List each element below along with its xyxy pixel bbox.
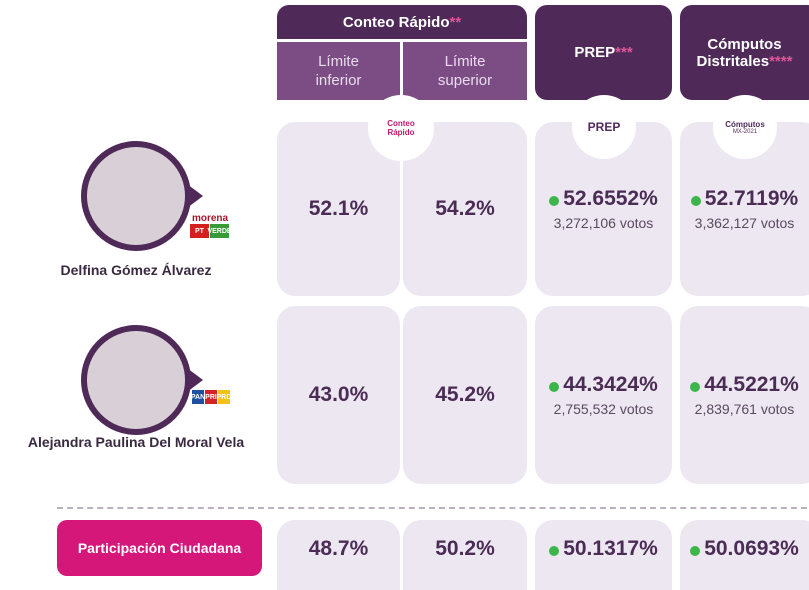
cell: 44.3424% 2,755,532 votos <box>535 306 672 484</box>
percent: 50.2% <box>435 537 495 561</box>
footnote-mark: **** <box>769 53 792 70</box>
percent: 50.1317% <box>563 537 658 560</box>
votes: 3,362,127 votos <box>695 215 795 231</box>
candidate-name: Alejandra Paulina Del Moral Vela <box>0 434 272 450</box>
party-text: PRI <box>205 394 217 401</box>
status-dot <box>690 382 700 392</box>
votes: 2,839,761 votos <box>695 401 795 417</box>
prep-header: PREP*** <box>535 5 672 100</box>
votes: 2,755,532 votos <box>554 401 654 417</box>
sub-header-text: Límite inferior <box>299 52 379 91</box>
cell: 50.2% <box>403 520 527 590</box>
name-text: Alejandra Paulina Del Moral Vela <box>28 434 244 450</box>
cell: 44.5221% 2,839,761 votos <box>680 306 809 484</box>
candidate-photo <box>81 141 191 251</box>
cell: 50.1317% <box>535 520 672 590</box>
percent: 52.6552% <box>563 187 658 210</box>
footnote-mark: ** <box>449 14 461 31</box>
header-title: PREP <box>574 44 615 61</box>
status-dot <box>690 546 700 556</box>
party-text: PT <box>195 228 204 235</box>
participation-label: Participación Ciudadana <box>57 520 262 576</box>
sub-header: Límite inferior <box>277 42 400 100</box>
header-title: Conteo Rápido <box>343 14 450 31</box>
status-dot <box>549 382 559 392</box>
status-dot <box>549 546 559 556</box>
status-dot <box>691 196 701 206</box>
party-logo: morena <box>190 212 230 224</box>
cell: 50.0693% <box>680 520 809 590</box>
sub-header: Límite superior <box>403 42 527 100</box>
party-text: morena <box>192 213 228 224</box>
sub-header-text: Límite superior <box>425 52 505 91</box>
logo-text: MX-2021 <box>733 129 757 135</box>
conteo-header: Conteo Rápido** <box>277 5 527 39</box>
logo-text: Conteo Rápido <box>381 119 421 137</box>
party-text: VERDE <box>207 228 231 235</box>
votes: 3,272,106 votos <box>554 215 654 231</box>
photo-pointer <box>187 368 203 392</box>
cell: 45.2% <box>403 306 527 484</box>
percent: 50.0693% <box>704 537 799 560</box>
percent: 48.7% <box>309 537 369 561</box>
percent: 52.1% <box>309 197 369 221</box>
party-logo: PRI <box>205 390 217 404</box>
prep-logo: PREP <box>572 95 636 159</box>
footnote-mark: *** <box>615 44 633 61</box>
computos-header: Cómputos Distritales**** <box>680 5 809 100</box>
percent: 52.7119% <box>705 187 798 210</box>
percent: 54.2% <box>435 197 495 221</box>
label-text: Participación Ciudadana <box>78 540 241 556</box>
conteo-logo: Conteo Rápido <box>368 95 434 161</box>
percent: 43.0% <box>309 383 369 407</box>
page: Conteo Rápido** Límite inferior Límite s… <box>0 0 809 576</box>
party-text: PAN <box>191 394 205 401</box>
percent: 45.2% <box>435 383 495 407</box>
party-text: PRD <box>217 394 232 401</box>
name-text: Delfina Gómez Álvarez <box>61 262 212 278</box>
party-logo: VERDE <box>210 224 229 238</box>
party-logo: PT <box>190 224 209 238</box>
candidate-name: Delfina Gómez Álvarez <box>0 262 272 278</box>
party-logo: PRD <box>218 390 230 404</box>
separator <box>57 507 809 509</box>
candidate-photo <box>81 325 191 435</box>
logo-text: Cómputos <box>725 120 765 129</box>
cell: 43.0% <box>277 306 400 484</box>
status-dot <box>549 196 559 206</box>
cell: 48.7% <box>277 520 400 590</box>
percent: 44.5221% <box>704 373 799 396</box>
photo-pointer <box>187 184 203 208</box>
logo-text: PREP <box>588 120 621 134</box>
percent: 44.3424% <box>563 373 658 396</box>
party-logo: PAN <box>192 390 204 404</box>
